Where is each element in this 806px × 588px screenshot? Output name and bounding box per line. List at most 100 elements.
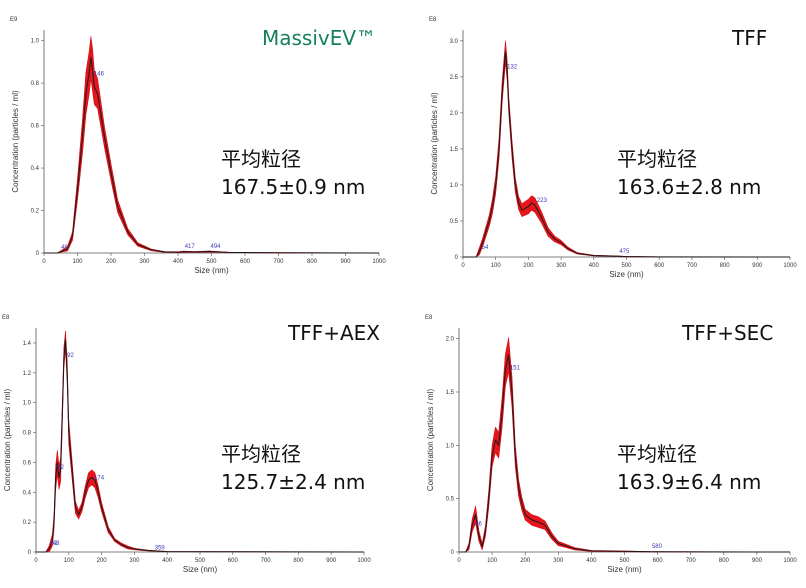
mean-size-label: 平均粒径 <box>617 147 697 171</box>
x-axis-label: Size (nm) <box>183 565 218 574</box>
peak-label: 151 <box>510 366 521 372</box>
x-axis-label: Size (nm) <box>607 565 642 574</box>
x-tick-label: 600 <box>228 558 239 564</box>
x-tick-label: 100 <box>72 259 83 265</box>
x-axis-label: Size (nm) <box>194 266 229 275</box>
y-multiplier-label: E8 <box>2 315 10 321</box>
mean-size-block-tff-sec: 平均粒径 163.9±6.4 nm <box>617 440 761 496</box>
peak-label: 494 <box>210 244 221 250</box>
y-tick-label: 0.4 <box>23 490 32 496</box>
x-tick-label: 400 <box>589 263 600 269</box>
x-tick-label: 400 <box>162 558 173 564</box>
mean-size-value: 163.9±6.4 nm <box>617 470 762 494</box>
x-tick-label: 400 <box>173 259 184 265</box>
y-axis-label: Concentration (particles / ml) <box>430 92 439 195</box>
x-tick-label: 900 <box>752 263 763 269</box>
y-multiplier-label: E8 <box>429 17 437 23</box>
x-tick-label: 200 <box>97 558 108 564</box>
x-tick-label: 800 <box>293 558 304 564</box>
y-tick-label: 0 <box>36 251 40 257</box>
mean-size-block-tff: 平均粒径 163.6±2.8 nm <box>617 145 761 201</box>
series-line <box>44 57 380 254</box>
peak-label: 475 <box>619 249 630 255</box>
y-tick-label: 0 <box>451 550 455 556</box>
peak-label: 46 <box>475 521 482 527</box>
peak-label: 48 <box>61 245 68 251</box>
x-tick-label: 500 <box>621 263 632 269</box>
x-tick-label: 1000 <box>783 558 797 564</box>
x-tick-label: 1000 <box>357 558 371 564</box>
x-tick-label: 0 <box>461 263 465 269</box>
peak-label: 42 <box>51 541 58 547</box>
mean-size-value: 125.7±2.4 nm <box>221 470 366 494</box>
y-tick-label: 2.5 <box>450 75 459 81</box>
x-tick-label: 900 <box>340 259 351 265</box>
chart-title-massivev: MassivEV™ <box>262 26 377 50</box>
x-tick-label: 800 <box>719 558 730 564</box>
chart-title-tff-sec: TFF+SEC <box>682 321 774 345</box>
y-tick-label: 0.6 <box>31 124 40 130</box>
chart-tff-aex: 0 100 200 300 400 500 600 700 800 900 1000 0 0.2 0.4 0… <box>2 315 371 574</box>
y-tick-label: 1.0 <box>450 183 459 189</box>
x-tick-label: 300 <box>553 558 564 564</box>
chart-massivev: 0 100 200 300 400 500 600 700 800 900 1000 0 0.2 0.4 0… <box>10 17 386 275</box>
x-tick-label: 200 <box>523 263 534 269</box>
y-tick-label: 1.0 <box>23 401 32 407</box>
y-tick-label: 3.0 <box>450 39 459 45</box>
mean-size-label: 平均粒径 <box>617 442 697 466</box>
x-tick-label: 600 <box>653 558 664 564</box>
x-tick-label: 800 <box>720 263 731 269</box>
x-tick-label: 700 <box>687 263 698 269</box>
mean-size-label: 平均粒径 <box>221 147 301 171</box>
x-tick-label: 400 <box>586 558 597 564</box>
y-tick-label: 0.5 <box>446 497 455 503</box>
peak-label: 223 <box>537 198 548 204</box>
peak-label: 580 <box>652 544 663 550</box>
x-tick-label: 0 <box>34 558 38 564</box>
y-tick-label: 0 <box>28 550 32 556</box>
x-tick-label: 200 <box>106 259 117 265</box>
y-tick-label: 1.5 <box>450 147 459 153</box>
y-tick-label: 2.0 <box>446 337 455 343</box>
peak-label: 132 <box>507 65 518 71</box>
x-tick-label: 500 <box>206 259 217 265</box>
x-tick-label: 1000 <box>783 263 797 269</box>
chart-tff: 0 100 200 300 400 500 600 700 800 900 1000 0 0.5 1.0 1… <box>429 17 797 279</box>
y-tick-label: 2.0 <box>450 111 459 117</box>
mean-size-value: 167.5±0.9 nm <box>221 175 366 199</box>
x-tick-label: 900 <box>326 558 337 564</box>
x-tick-label: 500 <box>195 558 206 564</box>
x-tick-label: 200 <box>520 558 531 564</box>
y-axis-label: Concentration (particles / ml) <box>11 90 20 193</box>
x-tick-label: 100 <box>487 558 498 564</box>
y-tick-label: 0.8 <box>31 81 40 87</box>
chart-title-tff-aex: TFF+AEX <box>288 321 381 345</box>
peak-label: 54 <box>482 245 489 251</box>
mean-size-block-massivev: 平均粒径 167.5±0.9 nm <box>221 145 365 201</box>
y-tick-label: 1.2 <box>23 371 32 377</box>
y-tick-label: 1.5 <box>446 390 455 396</box>
y-multiplier-label: E9 <box>10 17 18 23</box>
y-tick-label: 0.4 <box>31 166 40 172</box>
peak-label: 146 <box>94 72 105 78</box>
y-axis-label: Concentration (particles / ml) <box>426 389 435 492</box>
x-tick-label: 300 <box>556 263 567 269</box>
x-tick-label: 700 <box>273 259 284 265</box>
x-tick-label: 0 <box>42 259 46 265</box>
x-tick-label: 600 <box>654 263 665 269</box>
x-tick-label: 0 <box>457 558 461 564</box>
x-tick-label: 800 <box>307 259 318 265</box>
mean-size-block-tff-aex: 平均粒径 125.7±2.4 nm <box>221 440 365 496</box>
x-tick-label: 100 <box>64 558 75 564</box>
y-tick-label: 1.0 <box>31 39 40 45</box>
x-tick-label: 700 <box>261 558 272 564</box>
series-line <box>463 51 791 258</box>
x-tick-label: 300 <box>139 259 150 265</box>
y-multiplier-label: E8 <box>425 315 433 321</box>
y-tick-label: 1.4 <box>23 341 32 347</box>
series-line <box>459 354 791 553</box>
y-axis-label: Concentration (particles / ml) <box>3 389 12 492</box>
peak-label: 359 <box>155 546 166 552</box>
x-tick-label: 600 <box>240 259 251 265</box>
